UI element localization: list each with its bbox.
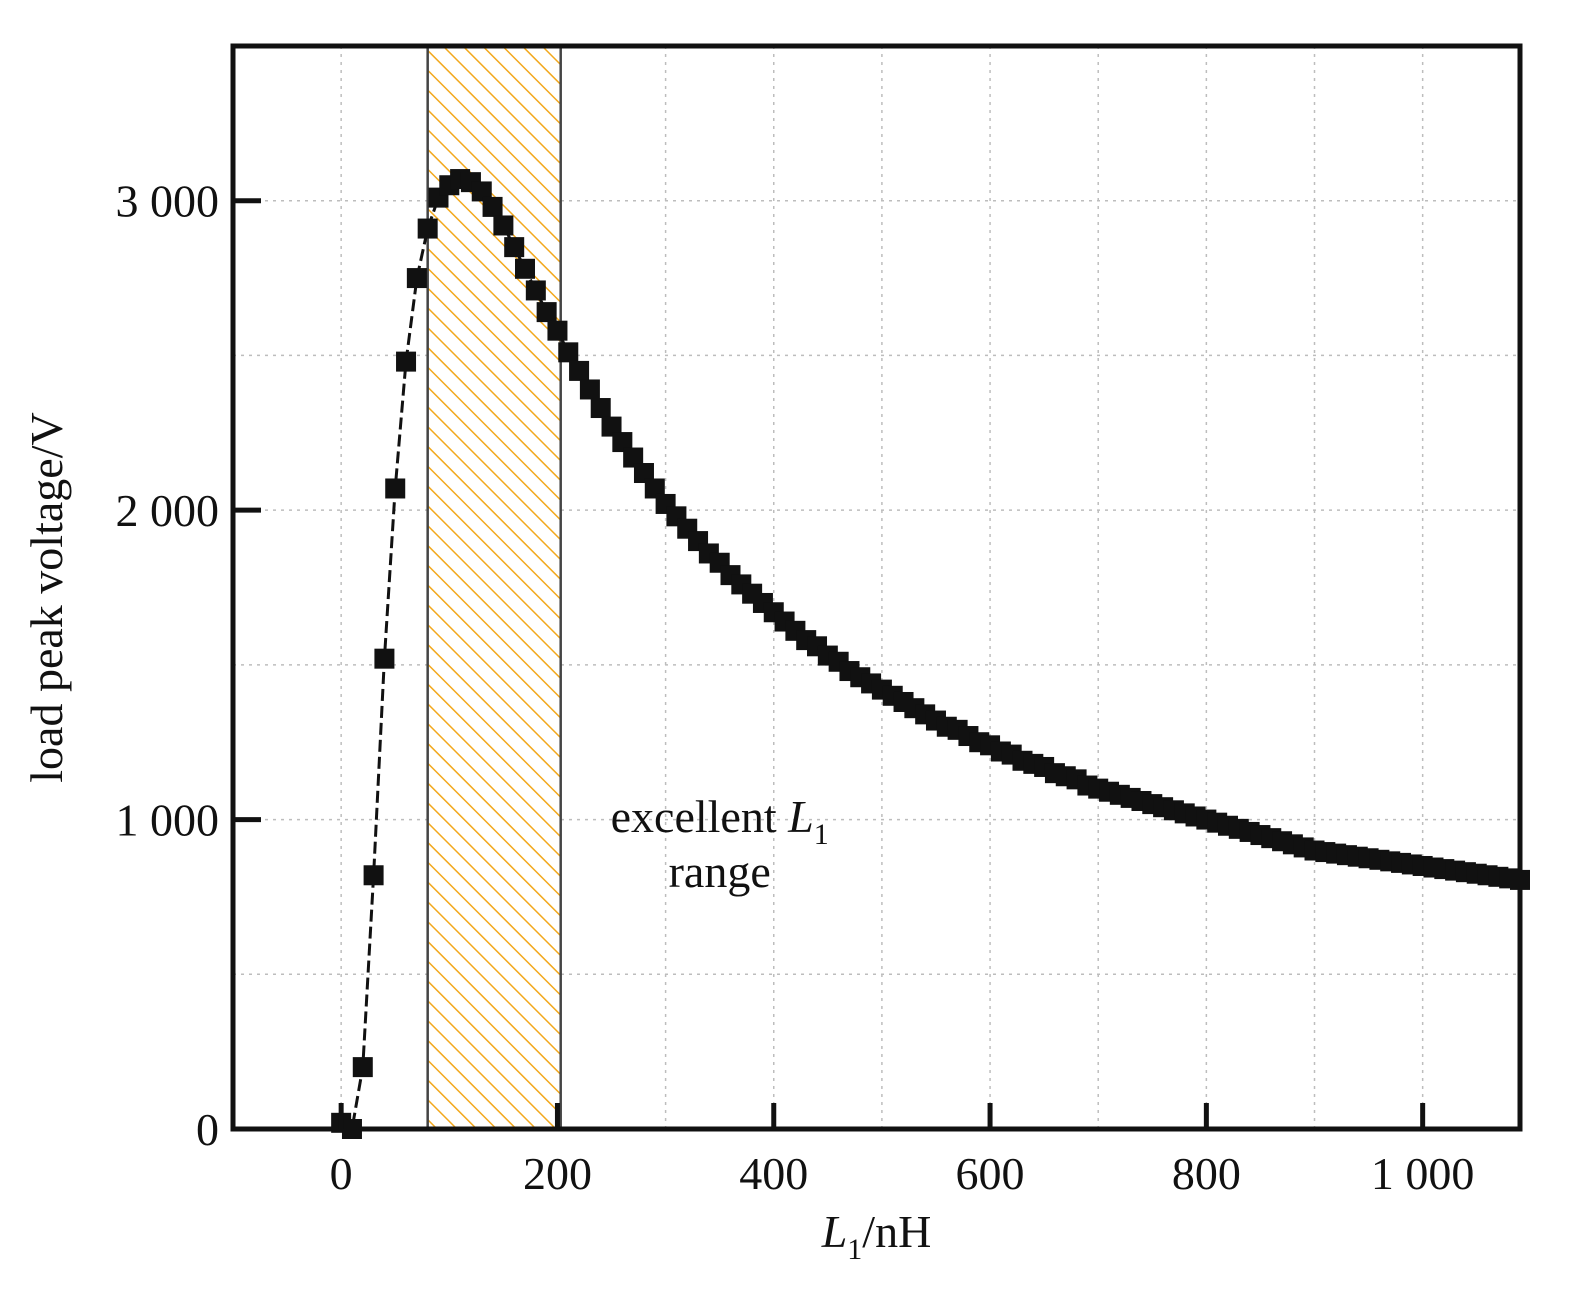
annotation-line2: range [669, 846, 771, 897]
grid [233, 46, 1520, 1129]
data-point [396, 351, 417, 372]
data-point [536, 302, 557, 323]
data-point [417, 218, 438, 239]
data-point [406, 268, 427, 289]
data-point [569, 360, 590, 381]
data-point [558, 342, 579, 363]
data-point [644, 478, 665, 499]
data-point [547, 320, 568, 341]
annotation-subscript: 1 [814, 818, 829, 851]
x-axis-label-symbol: L [821, 1206, 848, 1257]
x-tick-label: 1 000 [1371, 1148, 1475, 1199]
data-point [493, 215, 514, 236]
data-point [504, 237, 525, 258]
y-tick-label: 3 000 [116, 176, 220, 227]
annotation-text: excellent [611, 791, 789, 842]
data-point [579, 379, 600, 400]
annotation-line1: excellent L1 [611, 791, 829, 851]
y-tick-label: 0 [196, 1104, 219, 1155]
data-point [623, 447, 644, 468]
x-axis-label: L1/nH [821, 1206, 932, 1266]
x-tick-label: 200 [523, 1148, 592, 1199]
x-axis-label-subscript: 1 [847, 1233, 862, 1266]
data-point [482, 196, 503, 217]
x-tick-label: 600 [956, 1148, 1025, 1199]
data-point [515, 258, 536, 279]
plot-frame [230, 43, 1523, 1132]
data-point [601, 416, 622, 437]
data-point [525, 280, 546, 301]
data-point [633, 463, 654, 484]
x-axis-label-unit: /nH [862, 1206, 931, 1257]
data-point [374, 648, 395, 669]
data-point [590, 398, 611, 419]
y-axis-label: load peak voltage/V [21, 412, 72, 782]
x-tick-label: 0 [330, 1148, 353, 1199]
data-point [612, 432, 633, 453]
annotation-symbol: L [787, 791, 814, 842]
data-point [352, 1057, 373, 1078]
series [331, 169, 1530, 1139]
data-point [471, 181, 492, 202]
data-point [385, 478, 406, 499]
y-tick-label: 1 000 [116, 795, 220, 846]
y-tick-label: 2 000 [116, 485, 220, 536]
ticks: 0 200 400 600 800 1 000 0 1 000 2 000 3 000 [116, 176, 1475, 1199]
x-tick-label: 800 [1172, 1148, 1241, 1199]
plot-border [230, 43, 1523, 1132]
data-point [363, 865, 384, 886]
x-tick-label: 400 [739, 1148, 808, 1199]
